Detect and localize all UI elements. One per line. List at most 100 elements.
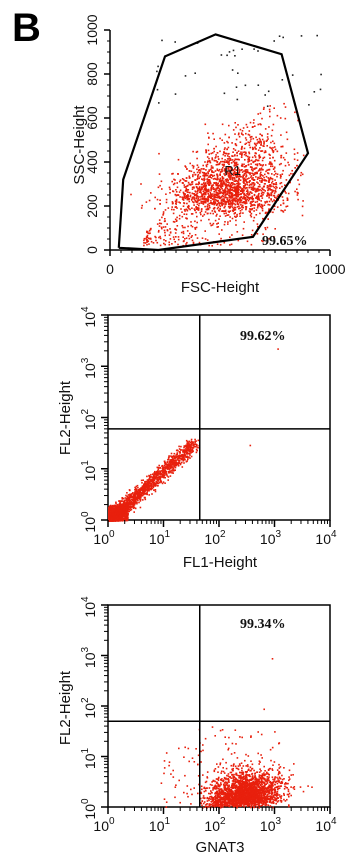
scatter-point [247, 126, 249, 128]
scatter-point [173, 456, 175, 458]
scatter-point [267, 138, 269, 140]
scatter-point [248, 164, 250, 166]
x-tick-label: 104 [315, 529, 337, 547]
scatter-point [242, 234, 244, 236]
scatter-point [200, 201, 202, 203]
scatter-point [159, 203, 161, 205]
scatter-point [231, 234, 233, 236]
scatter-point [254, 125, 256, 127]
scatter-point [286, 152, 288, 154]
scatter-point [266, 195, 268, 197]
scatter-point [235, 201, 237, 203]
scatter-point [250, 197, 252, 199]
scatter-point [173, 209, 175, 211]
scatter-point [217, 204, 219, 206]
scatter-point [146, 241, 148, 243]
scatter-point [208, 190, 210, 192]
scatter-point [259, 186, 261, 188]
scatter-point [210, 192, 212, 194]
scatter-point [259, 163, 261, 165]
scatter-point [150, 192, 152, 194]
scatter-point [209, 196, 211, 198]
scatter-point [225, 183, 227, 185]
scatter-point [248, 134, 250, 136]
scatter-point [238, 208, 240, 210]
scatter-point [263, 107, 265, 109]
scatter-point [165, 467, 167, 469]
scatter-point [197, 190, 199, 192]
scatter-point [183, 240, 185, 242]
scatter-point [233, 195, 235, 197]
scatter-point [178, 460, 180, 462]
scatter-point [156, 472, 158, 474]
scatter-point [157, 470, 159, 472]
scatter-point [277, 791, 279, 793]
scatter-point [281, 155, 283, 157]
scatter-point [224, 221, 226, 223]
scatter-point [200, 212, 202, 214]
scatter-point [127, 520, 129, 522]
scatter-point [257, 188, 259, 190]
scatter-point [162, 468, 164, 470]
scatter-point [121, 510, 123, 512]
scatter-point [214, 182, 216, 184]
scatter-point [270, 198, 272, 200]
scatter-point [179, 448, 181, 450]
scatter-point [204, 161, 206, 163]
scatter-point [137, 487, 139, 489]
scatter-point [250, 445, 252, 447]
scatter-point [148, 494, 150, 496]
scatter-point [163, 239, 165, 241]
scatter-point [215, 170, 217, 172]
scatter-point [268, 180, 270, 182]
scatter-point [232, 159, 234, 161]
scatter-point [204, 196, 206, 198]
scatter-point [282, 173, 284, 175]
scatter-point [155, 474, 157, 476]
scatter-point [245, 203, 247, 205]
scatter-point [237, 124, 239, 126]
scatter-point [260, 141, 262, 143]
scatter-point [130, 194, 132, 196]
scatter-point [235, 158, 237, 160]
scatter-point [255, 191, 257, 193]
scatter-point [216, 174, 218, 176]
scatter-point [201, 184, 203, 186]
scatter-point [185, 456, 187, 458]
scatter-point [257, 205, 259, 207]
scatter-point [222, 195, 224, 197]
scatter-point [191, 199, 193, 201]
scatter-point [262, 160, 264, 162]
scatter-point [287, 199, 289, 201]
scatter-point [281, 186, 283, 188]
scatter-point [221, 229, 223, 231]
scatter-point [178, 159, 180, 161]
scatter-point [171, 206, 173, 208]
scatter-point [257, 199, 259, 201]
scatter-point [255, 159, 257, 161]
scatter-point [171, 209, 173, 211]
scatter-point [232, 179, 234, 181]
scatter-point [144, 497, 146, 499]
scatter-point [302, 206, 304, 208]
scatter-point [160, 474, 162, 476]
scatter-point [131, 499, 133, 501]
scatter-point [216, 189, 218, 191]
scatter-point [188, 189, 190, 191]
scatter-point [207, 144, 209, 146]
scatter-point [272, 166, 274, 168]
scatter-point [266, 201, 268, 203]
scatter-point [218, 788, 220, 790]
scatter-point [179, 215, 181, 217]
scatter-point [279, 164, 281, 166]
scatter-point [163, 243, 165, 245]
scatter-point [148, 485, 150, 487]
scatter-point [219, 181, 221, 183]
scatter-point [257, 141, 259, 143]
scatter-point [151, 241, 153, 243]
scatter-point [141, 207, 143, 209]
scatter-point [231, 182, 233, 184]
scatter-point [213, 184, 215, 186]
scatter-point [151, 476, 153, 478]
